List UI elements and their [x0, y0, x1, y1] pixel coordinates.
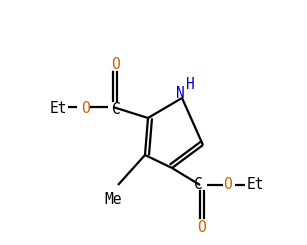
- Text: H: H: [186, 76, 194, 91]
- Text: O: O: [223, 176, 232, 192]
- Text: O: O: [81, 100, 89, 115]
- Text: C: C: [112, 101, 120, 117]
- Text: Et: Et: [49, 100, 67, 115]
- Text: N: N: [176, 86, 185, 100]
- Text: Et: Et: [246, 176, 264, 192]
- Text: O: O: [111, 57, 119, 72]
- Text: Me: Me: [104, 192, 122, 207]
- Text: C: C: [194, 176, 202, 192]
- Text: O: O: [198, 220, 206, 234]
